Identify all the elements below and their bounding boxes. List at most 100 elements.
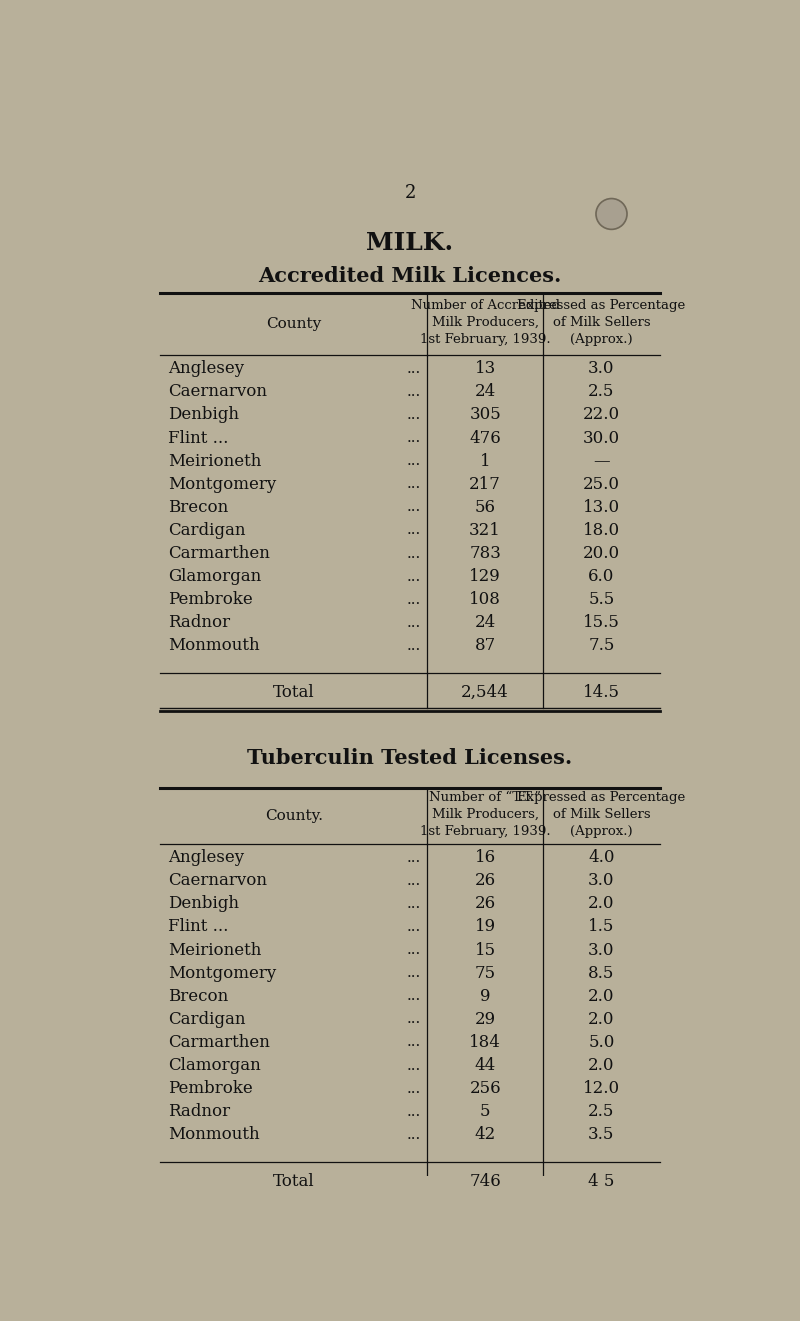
Text: Cardigan: Cardigan [168, 1011, 246, 1028]
Text: 2.5: 2.5 [588, 1103, 614, 1120]
Text: 5.5: 5.5 [588, 592, 614, 608]
Text: 108: 108 [470, 592, 501, 608]
Text: 129: 129 [470, 568, 501, 585]
Text: Tuberculin Tested Licenses.: Tuberculin Tested Licenses. [247, 748, 573, 768]
Text: Caernarvon: Caernarvon [168, 383, 267, 400]
Text: Brecon: Brecon [168, 499, 229, 515]
Text: 56: 56 [474, 499, 496, 515]
Text: Monmouth: Monmouth [168, 638, 260, 654]
Text: 14.5: 14.5 [583, 684, 620, 700]
Text: County: County [266, 317, 322, 332]
Text: Denbigh: Denbigh [168, 896, 239, 913]
Text: 13: 13 [474, 361, 496, 378]
Text: Flint ...: Flint ... [168, 918, 229, 935]
Text: 19: 19 [474, 918, 496, 935]
Text: Flint ...: Flint ... [168, 429, 229, 446]
Text: Caernarvon: Caernarvon [168, 872, 267, 889]
Text: ...: ... [406, 966, 421, 980]
Text: 5: 5 [480, 1103, 490, 1120]
Text: ...: ... [406, 1036, 421, 1049]
Text: 3.0: 3.0 [588, 942, 614, 959]
Text: County.: County. [265, 808, 322, 823]
Text: Expressed as Percentage
of Milk Sellers
(Approx.): Expressed as Percentage of Milk Sellers … [518, 299, 686, 346]
Text: Pembroke: Pembroke [168, 1081, 253, 1098]
Text: ...: ... [406, 408, 421, 421]
Text: 2.5: 2.5 [588, 383, 614, 400]
Text: MILK.: MILK. [366, 231, 454, 255]
Text: ...: ... [406, 384, 421, 399]
Text: ...: ... [406, 477, 421, 491]
Text: Radnor: Radnor [168, 614, 230, 631]
Text: 321: 321 [470, 522, 501, 539]
Text: Meirioneth: Meirioneth [168, 453, 262, 470]
Text: Carmarthen: Carmarthen [168, 546, 270, 561]
Text: ...: ... [406, 851, 421, 865]
Text: Glamorgan: Glamorgan [168, 568, 262, 585]
Text: ...: ... [406, 1128, 421, 1141]
Text: 476: 476 [470, 429, 501, 446]
Text: 44: 44 [474, 1057, 496, 1074]
Text: Total: Total [273, 684, 314, 700]
Text: ...: ... [406, 593, 421, 606]
Text: 1: 1 [480, 453, 490, 470]
Text: —: — [593, 453, 610, 470]
Circle shape [596, 198, 627, 230]
Text: Denbigh: Denbigh [168, 407, 239, 424]
Text: Carmarthen: Carmarthen [168, 1034, 270, 1052]
Text: ...: ... [406, 523, 421, 538]
Text: 24: 24 [474, 383, 496, 400]
Text: 87: 87 [474, 638, 496, 654]
Text: 15: 15 [474, 942, 496, 959]
Text: Montgomery: Montgomery [168, 476, 277, 493]
Text: ...: ... [406, 362, 421, 375]
Text: Brecon: Brecon [168, 988, 229, 1005]
Text: 2.0: 2.0 [588, 896, 614, 913]
Text: ...: ... [406, 1104, 421, 1119]
Text: 2,544: 2,544 [462, 684, 509, 700]
Text: ...: ... [406, 569, 421, 584]
Text: 26: 26 [474, 896, 496, 913]
Text: 26: 26 [474, 872, 496, 889]
Text: 746: 746 [470, 1173, 501, 1190]
Text: Clamorgan: Clamorgan [168, 1057, 261, 1074]
Text: 5.0: 5.0 [588, 1034, 614, 1052]
Text: 20.0: 20.0 [583, 546, 620, 561]
Text: ...: ... [406, 1012, 421, 1026]
Text: Pembroke: Pembroke [168, 592, 253, 608]
Text: ...: ... [406, 1058, 421, 1073]
Text: Total: Total [273, 1173, 314, 1190]
Text: 3.0: 3.0 [588, 361, 614, 378]
Text: Radnor: Radnor [168, 1103, 230, 1120]
Text: 13.0: 13.0 [583, 499, 620, 515]
Text: 18.0: 18.0 [583, 522, 620, 539]
Text: 7.5: 7.5 [588, 638, 614, 654]
Text: Meirioneth: Meirioneth [168, 942, 262, 959]
Text: 2.0: 2.0 [588, 988, 614, 1005]
Text: ...: ... [406, 431, 421, 445]
Text: 12.0: 12.0 [583, 1081, 620, 1098]
Text: ...: ... [406, 897, 421, 911]
Text: Monmouth: Monmouth [168, 1127, 260, 1144]
Text: Number of “T.T.”
Milk Producers,
1st February, 1939.: Number of “T.T.” Milk Producers, 1st Feb… [420, 791, 550, 838]
Text: 6.0: 6.0 [588, 568, 614, 585]
Text: 8.5: 8.5 [588, 964, 614, 982]
Text: 24: 24 [474, 614, 496, 631]
Text: 15.5: 15.5 [583, 614, 620, 631]
Text: Expressed as Percentage
of Milk Sellers
(Approx.): Expressed as Percentage of Milk Sellers … [518, 791, 686, 838]
Text: 42: 42 [474, 1127, 496, 1144]
Text: ...: ... [406, 501, 421, 514]
Text: Montgomery: Montgomery [168, 964, 277, 982]
Text: 4.0: 4.0 [588, 849, 614, 867]
Text: ...: ... [406, 547, 421, 560]
Text: 1.5: 1.5 [588, 918, 614, 935]
Text: 3.0: 3.0 [588, 872, 614, 889]
Text: 783: 783 [470, 546, 501, 561]
Text: 29: 29 [474, 1011, 496, 1028]
Text: 30.0: 30.0 [583, 429, 620, 446]
Text: Number of Accredited
Milk Producers,
1st February, 1939.: Number of Accredited Milk Producers, 1st… [410, 299, 560, 346]
Text: ...: ... [406, 943, 421, 958]
Text: 184: 184 [470, 1034, 501, 1052]
Text: Anglesey: Anglesey [168, 849, 244, 867]
Text: 2.0: 2.0 [588, 1057, 614, 1074]
Text: Cardigan: Cardigan [168, 522, 246, 539]
